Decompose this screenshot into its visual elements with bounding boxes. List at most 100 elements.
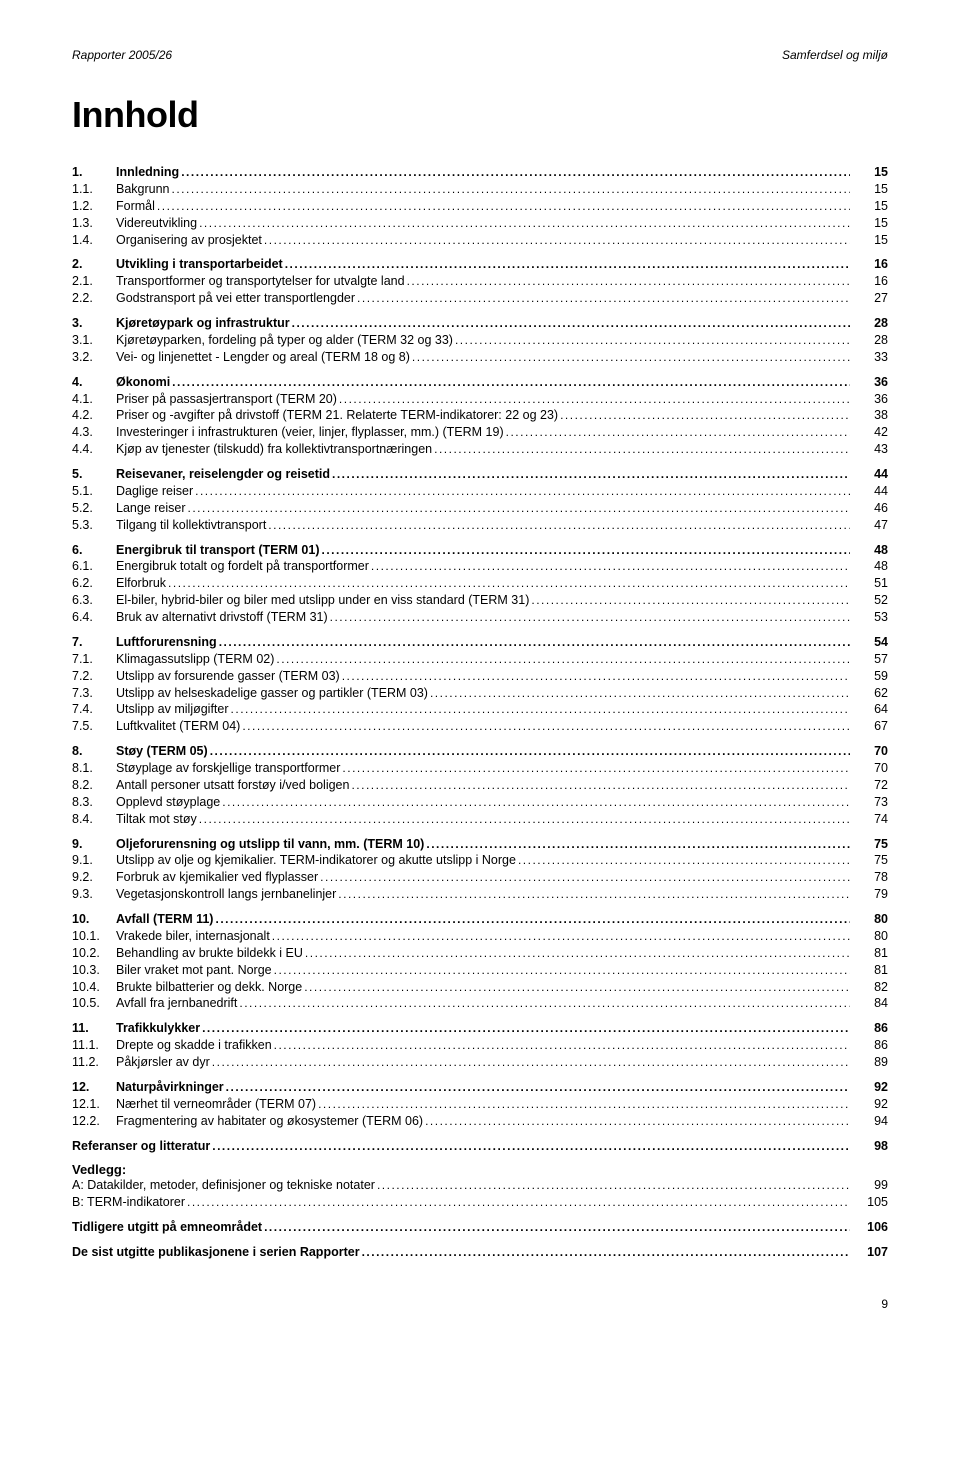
toc-section-group: 1.Innledning............................… (72, 164, 888, 248)
toc-entry-label: Avfall fra jernbanedrift (116, 995, 237, 1012)
toc-entry: 6.4.Bruk av alternativt drivstoff (TERM … (72, 609, 888, 626)
toc-entry-page: 72 (852, 777, 888, 794)
toc-leader-dots: ........................................… (172, 374, 850, 390)
toc-section-group: 5.Reisevaner, reiselengder og reisetid..… (72, 466, 888, 534)
toc-entry-label: Luftforurensning (116, 634, 217, 651)
toc-entry-page: 74 (852, 811, 888, 828)
toc-entry-label: Nærhet til verneområder (TERM 07) (116, 1096, 316, 1113)
toc-entry-page: 80 (852, 911, 888, 928)
toc-leader-dots: ........................................… (181, 164, 850, 180)
toc-entry-page: 84 (852, 995, 888, 1012)
toc-entry-number: 9.3. (72, 886, 116, 903)
toc-entry: 4.1.Priser på passasjertransport (TERM 2… (72, 391, 888, 408)
toc-entry-label-wrap: Utvikling i transportarbeidet...........… (116, 256, 852, 273)
toc-entry: 10.4.Brukte bilbatterier og dekk. Norge.… (72, 979, 888, 996)
toc-entry-page: 28 (852, 332, 888, 349)
toc-entry-number: 9. (72, 836, 116, 853)
toc-entry-page: 42 (852, 424, 888, 441)
toc-entry-label: Utslipp av forsurende gasser (TERM 03) (116, 668, 340, 685)
toc-entry-label-wrap: A: Datakilder, metoder, definisjoner og … (72, 1177, 852, 1194)
toc-entry-label: Forbruk av kjemikalier ved flyplasser (116, 869, 318, 886)
toc-entry-page: 81 (852, 945, 888, 962)
toc-entry-number: 3.2. (72, 349, 116, 366)
toc-entry-number: 9.1. (72, 852, 116, 869)
toc-entry-page: 78 (852, 869, 888, 886)
toc-leader-dots: ........................................… (202, 1020, 850, 1036)
toc-section-group: Tidligere utgitt på emneområdet.........… (72, 1219, 888, 1236)
toc-entry-label-wrap: Priser og -avgifter på drivstoff (TERM 2… (116, 407, 852, 424)
toc-entry-label: Videreutvikling (116, 215, 197, 232)
toc-entry-page: 48 (852, 542, 888, 559)
toc-entry-page: 98 (852, 1138, 888, 1155)
toc-section-group: Referanser og litteratur................… (72, 1138, 888, 1155)
toc-entry-page: 16 (852, 256, 888, 273)
toc-entry: 7.4.Utslipp av miljøgifter..............… (72, 701, 888, 718)
toc-entry-label: Tidligere utgitt på emneområdet (72, 1219, 262, 1236)
toc-entry-label: Klimagassutslipp (TERM 02) (116, 651, 274, 668)
toc-entry-page: 48 (852, 558, 888, 575)
toc-entry-label: Lange reiser (116, 500, 186, 517)
toc-entry-label: Opplevd støyplage (116, 794, 220, 811)
toc-leader-dots: ........................................… (242, 718, 850, 734)
toc-entry-label: Tiltak mot støy (116, 811, 197, 828)
toc-entry-label-wrap: Støyplage av forskjellige transportforme… (116, 760, 852, 777)
toc-entry-label-wrap: Lange reiser............................… (116, 500, 852, 517)
toc-leader-dots: ........................................… (455, 332, 850, 348)
toc-entry-label: Utslipp av olje og kjemikalier. TERM-ind… (116, 852, 516, 869)
toc-entry: 6.2.Elforbruk...........................… (72, 575, 888, 592)
toc-entry-page: 27 (852, 290, 888, 307)
toc-entry-label: Vegetasjonskontroll langs jernbanelinjer (116, 886, 336, 903)
toc-entry-label: Behandling av brukte bildekk i EU (116, 945, 303, 962)
toc-entry-label-wrap: Utslipp av forsurende gasser (TERM 03)..… (116, 668, 852, 685)
toc-entry: 12.2.Fragmentering av habitater og økosy… (72, 1113, 888, 1130)
toc-entry-label-wrap: Utslipp av olje og kjemikalier. TERM-ind… (116, 852, 852, 869)
toc-entry-label: Organisering av prosjektet (116, 232, 262, 249)
toc-entry-label: De sist utgitte publikasjonene i serien … (72, 1244, 360, 1261)
toc-entry-label: Referanser og litteratur (72, 1138, 210, 1155)
toc-entry-label: Kjøretøypark og infrastruktur (116, 315, 290, 332)
toc-entry-number: 7.4. (72, 701, 116, 718)
toc-section-head: 1.Innledning............................… (72, 164, 888, 181)
toc-leader-dots: ........................................… (272, 928, 850, 944)
toc-entry-label: A: Datakilder, metoder, definisjoner og … (72, 1177, 375, 1194)
toc-section-group: 8.Støy (TERM 05)........................… (72, 743, 888, 827)
toc-section-head: 9.Oljeforurensning og utslipp til vann, … (72, 836, 888, 853)
toc-entry-number: 1.3. (72, 215, 116, 232)
toc-leader-dots: ........................................… (187, 1194, 850, 1210)
toc-section-head: 2.Utvikling i transportarbeidet.........… (72, 256, 888, 273)
toc-entry: 9.2.Forbruk av kjemikalier ved flyplasse… (72, 869, 888, 886)
toc-entry-label-wrap: Luftforurensning........................… (116, 634, 852, 651)
toc-entry-label-wrap: Påkjørsler av dyr.......................… (116, 1054, 852, 1071)
toc-entry-label-wrap: Videreutvikling.........................… (116, 215, 852, 232)
toc-entry-label: Formål (116, 198, 155, 215)
toc-section-head: 3.Kjøretøypark og infrastruktur.........… (72, 315, 888, 332)
toc-entry-label-wrap: De sist utgitte publikasjonene i serien … (72, 1244, 852, 1261)
toc-leader-dots: ........................................… (172, 181, 850, 197)
toc-entry-number: 5.1. (72, 483, 116, 500)
toc-entry-page: 15 (852, 164, 888, 181)
toc-entry-label-wrap: Priser på passasjertransport (TERM 20)..… (116, 391, 852, 408)
toc-entry: 4.3.Investeringer i infrastrukturen (vei… (72, 424, 888, 441)
toc-entry: 8.3.Opplevd støyplage...................… (72, 794, 888, 811)
toc-leader-dots: ........................................… (518, 852, 850, 868)
toc-entry-label: Avfall (TERM 11) (116, 911, 213, 928)
toc-leader-dots: ........................................… (292, 315, 850, 331)
toc-leader-dots: ........................................… (434, 441, 850, 457)
toc-leader-dots: ........................................… (285, 256, 850, 272)
toc-entry-page: 44 (852, 483, 888, 500)
toc-entry-label-wrap: Antall personer utsatt forstøy i/ved bol… (116, 777, 852, 794)
page-title: Innhold (72, 94, 888, 136)
toc-entry: 7.3.Utslipp av helseskadelige gasser og … (72, 685, 888, 702)
toc-entry-page: 86 (852, 1020, 888, 1037)
toc-entry-label: Oljeforurensning og utslipp til vann, mm… (116, 836, 424, 853)
toc-entry-label-wrap: Avfall fra jernbanedrift................… (116, 995, 852, 1012)
toc-entry-label-wrap: Elforbruk...............................… (116, 575, 852, 592)
toc-entry-number: 4.4. (72, 441, 116, 458)
table-of-contents: 1.Innledning............................… (72, 164, 888, 1261)
toc-entry-label-wrap: Støy (TERM 05)..........................… (116, 743, 852, 760)
toc-entry-page: 75 (852, 836, 888, 853)
toc-entry-label: Innledning (116, 164, 179, 181)
toc-leader-dots: ........................................… (231, 701, 850, 717)
toc-leader-dots: ........................................… (362, 1244, 850, 1260)
toc-entry: 4.2.Priser og -avgifter på drivstoff (TE… (72, 407, 888, 424)
